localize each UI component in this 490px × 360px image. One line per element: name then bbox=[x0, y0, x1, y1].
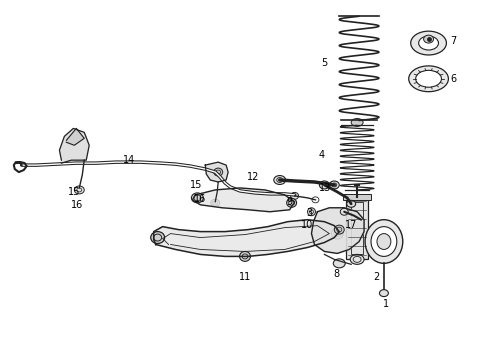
Ellipse shape bbox=[351, 118, 363, 126]
Ellipse shape bbox=[340, 208, 348, 215]
Text: 10: 10 bbox=[301, 220, 314, 230]
Ellipse shape bbox=[379, 290, 389, 297]
Text: 13: 13 bbox=[319, 183, 332, 193]
Text: 12: 12 bbox=[247, 172, 259, 182]
Bar bbox=[346, 197, 368, 260]
Ellipse shape bbox=[409, 66, 448, 92]
Text: 17: 17 bbox=[345, 220, 357, 230]
Text: 1: 1 bbox=[383, 299, 389, 309]
Text: 3: 3 bbox=[306, 208, 313, 218]
Polygon shape bbox=[59, 129, 89, 163]
Ellipse shape bbox=[319, 181, 329, 189]
Ellipse shape bbox=[424, 35, 434, 43]
Text: 16: 16 bbox=[194, 194, 206, 204]
Ellipse shape bbox=[347, 201, 356, 207]
Ellipse shape bbox=[371, 227, 397, 256]
Ellipse shape bbox=[192, 193, 203, 203]
Ellipse shape bbox=[416, 70, 441, 87]
Bar bbox=[351, 202, 363, 255]
Ellipse shape bbox=[329, 181, 339, 189]
Text: 15: 15 bbox=[190, 180, 202, 190]
Ellipse shape bbox=[418, 36, 439, 50]
Ellipse shape bbox=[334, 225, 344, 234]
Ellipse shape bbox=[274, 176, 286, 184]
Ellipse shape bbox=[377, 234, 391, 249]
Polygon shape bbox=[66, 129, 84, 145]
Polygon shape bbox=[154, 220, 339, 256]
Polygon shape bbox=[193, 188, 294, 212]
Text: 7: 7 bbox=[450, 36, 457, 46]
Ellipse shape bbox=[350, 255, 364, 264]
Polygon shape bbox=[205, 162, 228, 182]
Text: 11: 11 bbox=[239, 272, 251, 282]
Text: 4: 4 bbox=[318, 150, 324, 160]
Ellipse shape bbox=[333, 259, 345, 268]
Text: 9: 9 bbox=[287, 197, 293, 207]
Ellipse shape bbox=[331, 228, 343, 239]
Text: 15: 15 bbox=[68, 187, 80, 197]
Text: 16: 16 bbox=[71, 200, 83, 210]
Text: 14: 14 bbox=[123, 155, 135, 165]
Text: 5: 5 bbox=[321, 58, 327, 68]
Ellipse shape bbox=[287, 198, 296, 207]
Ellipse shape bbox=[240, 251, 250, 261]
Text: 6: 6 bbox=[450, 74, 457, 84]
Bar bbox=[343, 194, 371, 200]
Ellipse shape bbox=[365, 220, 403, 264]
Ellipse shape bbox=[308, 208, 316, 216]
Ellipse shape bbox=[291, 192, 298, 199]
Ellipse shape bbox=[214, 168, 222, 176]
Text: 2: 2 bbox=[373, 272, 379, 282]
Ellipse shape bbox=[151, 231, 165, 243]
Polygon shape bbox=[312, 208, 364, 253]
Ellipse shape bbox=[211, 199, 220, 206]
Ellipse shape bbox=[74, 186, 84, 194]
Text: 8: 8 bbox=[333, 269, 340, 279]
Ellipse shape bbox=[411, 31, 446, 55]
